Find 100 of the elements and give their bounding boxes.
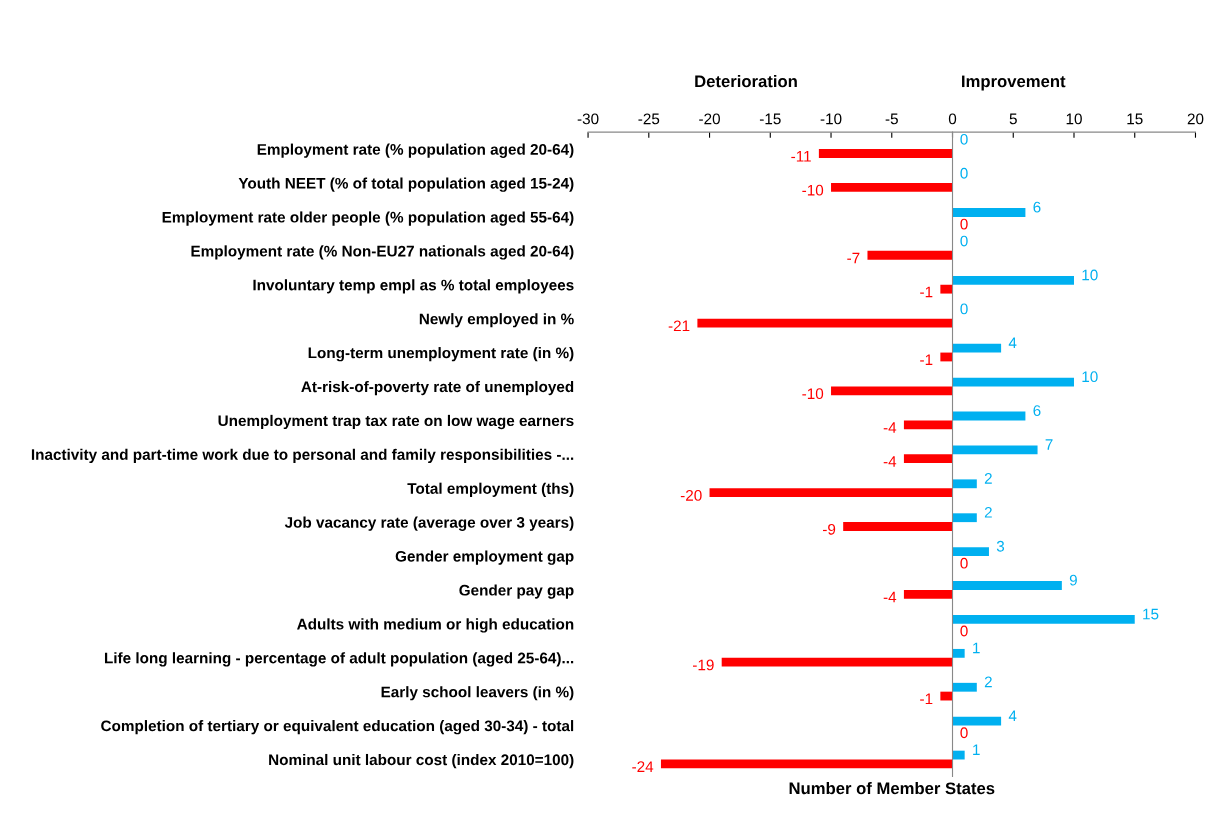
data-label: -10: [802, 184, 824, 196]
y-tick-label: Early school leavers (in %): [381, 686, 574, 701]
data-label: 0: [960, 235, 968, 247]
x-tick-label: -30: [577, 113, 599, 125]
data-label: -19: [693, 659, 714, 671]
y-tick-label: Life long learning - percentage of adult population (aged 25-64)...: [104, 652, 574, 667]
data-label: 1: [973, 642, 980, 654]
x-axis-title: Number of Member States: [789, 782, 995, 795]
bar: [843, 522, 953, 531]
y-tick-label: Adults with medium or high education: [297, 618, 574, 633]
data-label: 0: [960, 557, 968, 569]
bar: [952, 445, 1038, 455]
data-label: -4: [883, 422, 897, 433]
data-label: -7: [847, 252, 860, 264]
data-label: -1: [920, 286, 933, 298]
data-label: 10: [1082, 269, 1098, 281]
y-tick-label: At-risk-of-poverty rate of unemployed: [301, 380, 574, 396]
data-label: -4: [883, 591, 897, 603]
x-tick-label: 15: [1127, 113, 1143, 125]
data-label: -11: [791, 151, 811, 162]
bar: [952, 615, 1135, 624]
y-tick-label: Employment rate (% Non-EU27 nationals aged 20-64): [191, 245, 574, 260]
data-label: 0: [960, 303, 968, 315]
bar: [903, 454, 953, 464]
x-tick-label: -25: [638, 113, 660, 125]
bar: [952, 750, 965, 760]
data-label: -4: [883, 456, 897, 467]
bar: [867, 250, 953, 260]
x-tick-label: -5: [885, 113, 898, 125]
text: Improvement: [962, 75, 1066, 91]
y-tick-label: Newly employed in %: [419, 313, 574, 328]
bar: [903, 589, 953, 599]
bar: [952, 682, 977, 692]
y-tick-label: Gender employment gap: [395, 550, 574, 565]
data-label: -20: [680, 489, 702, 501]
data-label: 0: [960, 133, 968, 145]
data-label: 0: [960, 167, 968, 179]
data-label: -21: [668, 320, 690, 332]
data-label: 10: [1082, 371, 1098, 383]
y-tick-label: Gender pay gap: [459, 584, 574, 599]
bar: [952, 343, 1002, 353]
y-tick-label: Job vacancy rate (average over 3 years): [284, 516, 574, 531]
bar: [952, 275, 1074, 285]
data-label: 3: [996, 540, 1005, 552]
bar: [952, 377, 1074, 387]
y-tick-label: Employment rate (% population aged 20-64): [257, 143, 574, 158]
bar: [940, 284, 953, 294]
bar: [952, 547, 989, 557]
data-label: 9: [1069, 574, 1077, 586]
bar: [952, 581, 1062, 590]
x-tick-label: 10: [1066, 113, 1082, 125]
bar: [660, 759, 953, 769]
data-label: 1: [973, 744, 980, 755]
bar: [940, 691, 953, 701]
data-label: -9: [822, 523, 836, 535]
data-label: 7: [1045, 439, 1053, 450]
x-tick-label: -10: [820, 113, 842, 125]
data-label: 0: [960, 625, 968, 637]
x-tick-label: 20: [1187, 113, 1204, 125]
y-tick-label: Total employment (ths): [407, 482, 574, 497]
bar: [952, 648, 965, 658]
data-label: 4: [1008, 337, 1017, 349]
data-label: -10: [802, 388, 824, 400]
bar: [721, 657, 953, 667]
bar: [952, 411, 1026, 421]
x-tick-label: 5: [1009, 113, 1017, 125]
text: Deterioration: [695, 74, 797, 88]
y-tick-label: Employment rate older people (% population aged 55-64): [162, 211, 574, 226]
data-label: 6: [1033, 405, 1041, 417]
y-tick-label: Long-term unemployment rate (in %): [308, 347, 574, 362]
data-label: 2: [984, 506, 992, 518]
bar: [952, 513, 977, 523]
bar: [709, 488, 953, 498]
bar: [831, 386, 953, 396]
data-label: 0: [960, 218, 968, 230]
x-tick-label: -15: [759, 113, 781, 125]
bar: [831, 183, 953, 192]
y-tick-label: Completion of tertiary or equivalent education (aged 30-34) - total: [101, 720, 574, 735]
data-label: 2: [984, 473, 992, 484]
x-tick-label: 0: [948, 113, 957, 125]
y-tick-label: Involuntary temp empl as % total employees: [253, 279, 574, 294]
bar: [697, 318, 953, 328]
bar: [818, 149, 953, 158]
y-tick-label: Nominal unit labour cost (index 2010=100): [269, 753, 574, 769]
data-label: -1: [920, 354, 933, 365]
data-label: -24: [632, 761, 654, 772]
y-tick-label: Youth NEET (% of total population aged 15-24): [238, 177, 574, 192]
data-label: 2: [984, 676, 992, 688]
bar: [952, 208, 1026, 217]
data-label: 6: [1033, 201, 1041, 213]
y-tick-label: Unemployment trap tax rate on low wage earners: [218, 414, 574, 430]
y-tick-label: Inactivity and part-time work due to personal and family responsibilities -...: [31, 448, 574, 464]
data-label: 15: [1143, 608, 1159, 620]
bar: [952, 479, 977, 489]
bar: [952, 716, 1002, 726]
bar: [903, 420, 953, 430]
data-label: 0: [960, 727, 968, 739]
bar: [940, 352, 953, 362]
data-label: -1: [920, 693, 933, 705]
x-tick-label: -20: [699, 113, 720, 125]
